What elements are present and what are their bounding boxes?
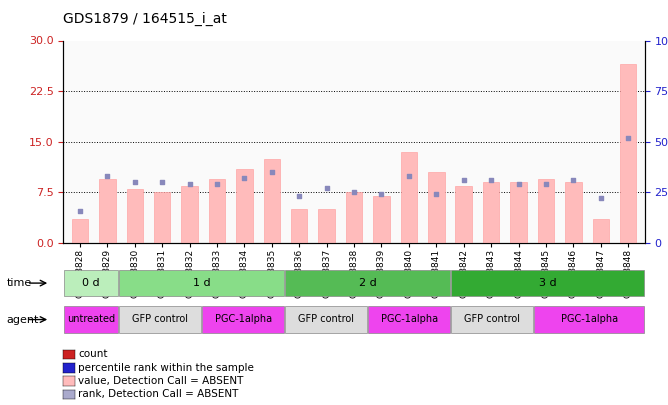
Text: 1 d: 1 d	[193, 277, 210, 288]
Text: GFP control: GFP control	[132, 314, 188, 324]
Text: PGC-1alpha: PGC-1alpha	[215, 314, 272, 324]
Bar	[236, 169, 253, 243]
Point	[184, 181, 195, 188]
Bar	[64, 270, 118, 296]
Bar	[264, 159, 280, 243]
Bar	[620, 64, 637, 243]
Point	[513, 181, 524, 188]
Text: untreated: untreated	[67, 314, 115, 324]
Bar	[452, 270, 644, 296]
Bar	[593, 220, 609, 243]
Point	[431, 191, 442, 198]
Point	[239, 175, 250, 181]
Point	[75, 207, 86, 214]
Bar	[510, 182, 527, 243]
Text: percentile rank within the sample: percentile rank within the sample	[78, 363, 254, 373]
Bar	[428, 172, 444, 243]
Bar	[202, 307, 285, 333]
Bar	[291, 209, 307, 243]
Bar	[456, 185, 472, 243]
Point	[102, 173, 113, 179]
Point	[486, 177, 496, 183]
Bar	[120, 307, 201, 333]
Bar	[71, 220, 88, 243]
Bar	[452, 307, 533, 333]
Bar	[208, 179, 225, 243]
Text: count: count	[78, 350, 108, 359]
Text: 0 d: 0 d	[82, 277, 100, 288]
Text: GFP control: GFP control	[299, 314, 354, 324]
Text: agent: agent	[7, 315, 39, 324]
Bar	[285, 307, 367, 333]
Text: GDS1879 / 164515_i_at: GDS1879 / 164515_i_at	[63, 12, 227, 26]
Point	[294, 193, 305, 200]
Bar	[369, 307, 450, 333]
Bar	[126, 189, 143, 243]
Text: value, Detection Call = ABSENT: value, Detection Call = ABSENT	[78, 376, 244, 386]
Bar	[483, 182, 499, 243]
Bar	[120, 270, 285, 296]
Text: GFP control: GFP control	[464, 314, 520, 324]
Bar	[538, 179, 554, 243]
Bar	[401, 152, 417, 243]
Bar	[64, 307, 118, 333]
Text: 2 d: 2 d	[359, 277, 377, 288]
Bar	[181, 185, 198, 243]
Point	[376, 191, 387, 198]
Point	[212, 181, 222, 188]
Bar	[319, 209, 335, 243]
Text: time: time	[7, 278, 32, 288]
Point	[349, 189, 359, 196]
Point	[623, 134, 633, 141]
Text: 3 d: 3 d	[539, 277, 556, 288]
Point	[403, 173, 414, 179]
Point	[568, 177, 578, 183]
Bar	[346, 192, 362, 243]
Point	[157, 179, 168, 185]
Point	[595, 195, 606, 202]
Bar	[534, 307, 644, 333]
Bar	[565, 182, 582, 243]
Text: rank, Detection Call = ABSENT: rank, Detection Call = ABSENT	[78, 390, 238, 399]
Text: PGC-1alpha: PGC-1alpha	[381, 314, 438, 324]
Text: PGC-1alpha: PGC-1alpha	[560, 314, 618, 324]
Point	[130, 179, 140, 185]
Bar	[99, 179, 116, 243]
Bar	[154, 192, 170, 243]
Bar	[285, 270, 450, 296]
Point	[267, 169, 277, 175]
Point	[458, 177, 469, 183]
Bar	[373, 196, 389, 243]
Point	[540, 181, 551, 188]
Point	[321, 185, 332, 192]
